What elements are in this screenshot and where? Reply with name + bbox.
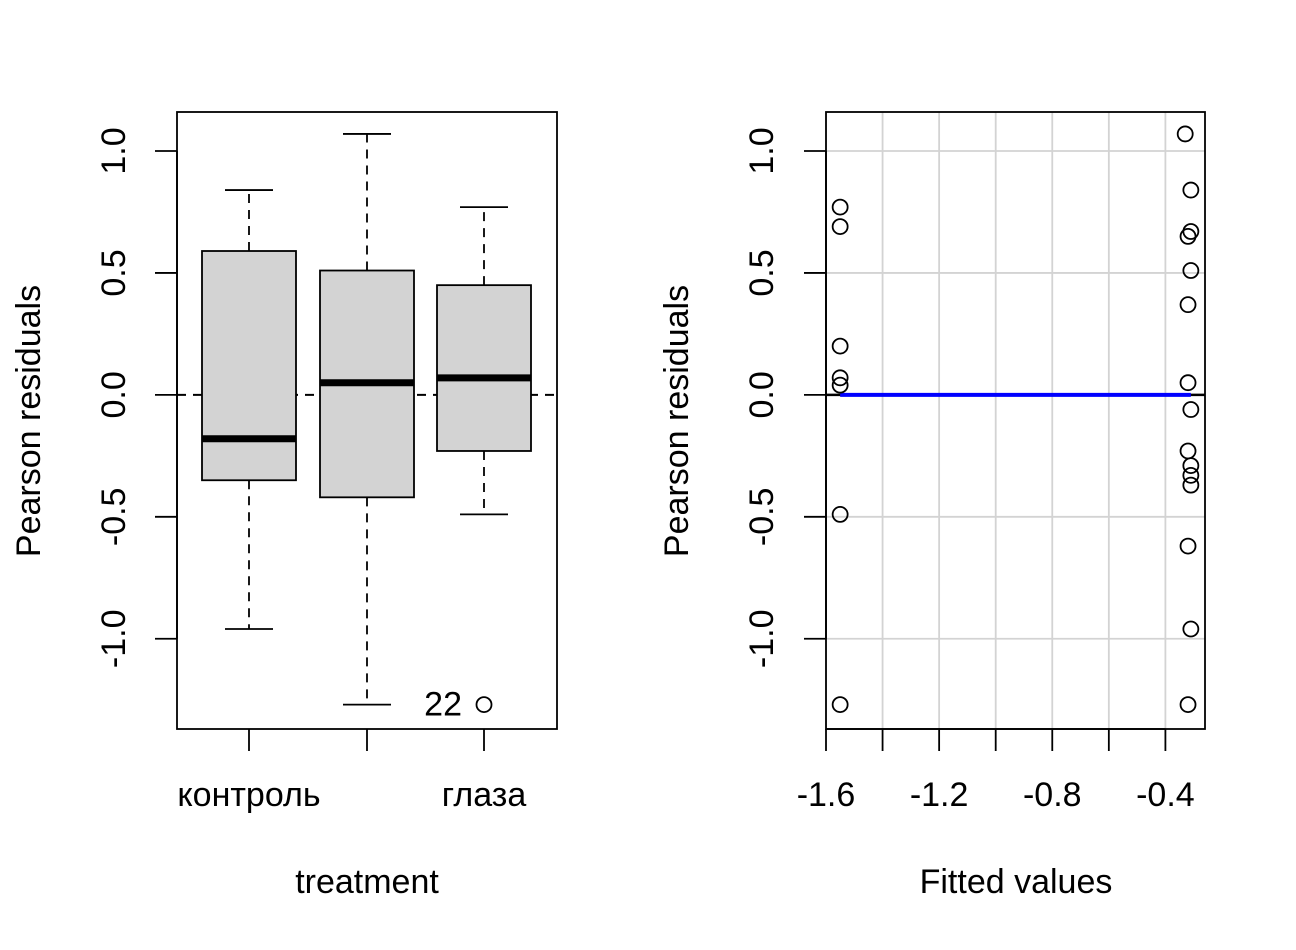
y-tick-label: -1.0 xyxy=(95,609,133,668)
y-tick-label: 0.5 xyxy=(743,249,781,296)
y-tick-label: -0.5 xyxy=(743,488,781,547)
data-point xyxy=(831,198,849,216)
x-category-label: контроль xyxy=(177,776,320,814)
box xyxy=(201,250,297,482)
box-group xyxy=(201,189,297,630)
y-tick-label: -0.5 xyxy=(95,488,133,547)
x-axis-title: Fitted values xyxy=(920,863,1113,901)
x-tick-label: -1.6 xyxy=(797,776,856,814)
data-point xyxy=(831,505,849,523)
x-tick-label: -0.4 xyxy=(1136,776,1195,814)
outlier-label: 22 xyxy=(424,686,462,724)
data-point xyxy=(1179,296,1197,314)
box-group xyxy=(319,133,415,706)
data-point xyxy=(831,369,849,387)
data-point xyxy=(831,696,849,714)
data-point xyxy=(831,218,849,236)
data-point xyxy=(1179,374,1197,392)
boxplot-panel: 22 -1.0 -0.5 0.0 0.5 1.0 контроль глаза treatmen… xyxy=(10,111,558,901)
data-point xyxy=(1182,262,1200,279)
y-tick-label: 0.0 xyxy=(743,371,781,418)
data-point xyxy=(1182,457,1200,475)
y-axis-title: Pearson residuals xyxy=(658,285,696,557)
data-point xyxy=(831,376,849,394)
data-point xyxy=(1182,476,1200,494)
box xyxy=(436,284,532,452)
y-tick-label: 0.0 xyxy=(95,371,133,418)
y-axis-title: Pearson residuals xyxy=(10,285,48,557)
y-tick-label: 0.5 xyxy=(95,249,133,296)
data-point xyxy=(1176,125,1194,143)
x-category-label: глаза xyxy=(442,776,527,814)
data-point xyxy=(1179,537,1197,555)
x-axis-title: treatment xyxy=(295,863,439,901)
data-point xyxy=(1182,181,1200,199)
data-point xyxy=(1182,401,1200,418)
x-tick-label: -1.2 xyxy=(910,776,969,814)
data-point xyxy=(1179,696,1197,714)
data-point xyxy=(1182,620,1200,638)
data-point xyxy=(1179,442,1197,460)
y-tick-label: 1.0 xyxy=(95,127,133,174)
x-tick-label: -0.8 xyxy=(1023,776,1082,814)
scatter-panel: -1.0 -0.5 0.0 0.5 1.0 -1.6 -1.2 -0.8 -0.4 Fitted … xyxy=(658,111,1206,901)
y-tick-label: -1.0 xyxy=(743,609,781,668)
data-point xyxy=(831,337,849,355)
outlier-point xyxy=(475,696,493,714)
box-group xyxy=(436,206,532,516)
data-point xyxy=(1179,227,1197,245)
data-point xyxy=(1182,466,1200,484)
y-tick-label: 1.0 xyxy=(743,127,781,174)
